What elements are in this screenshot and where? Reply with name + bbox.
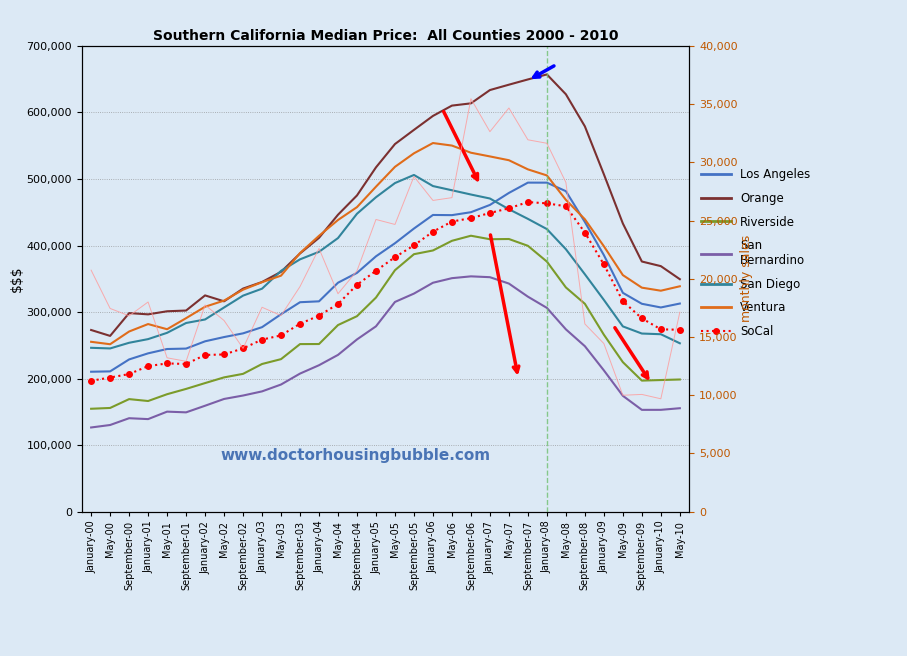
- Text: www.doctorhousingbubble.com: www.doctorhousingbubble.com: [220, 448, 490, 463]
- Legend: Los Angeles, Orange, Riverside, San
Bernardino, San Diego, Ventura, SoCal: Los Angeles, Orange, Riverside, San Bern…: [701, 168, 811, 338]
- Title: Southern California Median Price:  All Counties 2000 - 2010: Southern California Median Price: All Co…: [152, 30, 619, 43]
- Y-axis label: monthly sales: monthly sales: [740, 235, 754, 323]
- Y-axis label: $$$: $$$: [9, 266, 24, 292]
